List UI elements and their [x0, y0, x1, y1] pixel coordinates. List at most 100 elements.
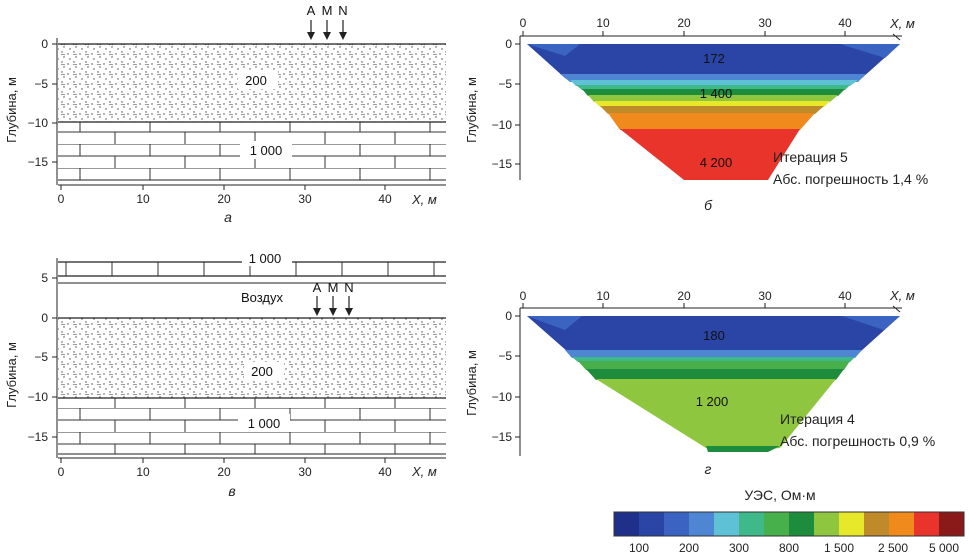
panel-v-x-tick-4: 40 [378, 465, 392, 479]
colorbar-label-6: 5 000 [929, 541, 959, 555]
panel-a-electrode-m: M [322, 3, 333, 18]
colorbar-swatch [864, 512, 890, 536]
panel-b: Глубина, м 0 −5 −10 −15 0 10 20 30 40 X,… [464, 16, 928, 213]
panel-a-x-label: X, м [411, 192, 437, 207]
panel-g-iteration: Итерация 4 [780, 411, 855, 427]
colorbar-label-0: 100 [629, 541, 649, 555]
panel-g-y-tick-2: −10 [492, 390, 513, 404]
panel-b-section [527, 44, 900, 180]
panel-g-y-tick-0: 0 [505, 309, 512, 323]
panel-b-x-tick-2: 20 [677, 16, 691, 30]
panel-b-y-tick-2: −10 [492, 118, 513, 132]
panel-g-x-tick-3: 30 [758, 289, 772, 303]
colorbar-swatch [689, 512, 715, 536]
panel-a-x-tick-1: 10 [136, 192, 150, 206]
panel-g-letter: г [705, 461, 712, 477]
panel-v-layer-label-1: 200 [251, 364, 273, 379]
colorbar-swatch [814, 512, 840, 536]
panel-v-y-tick-3: −10 [28, 390, 49, 404]
panel-v-electrode-m: M [328, 280, 339, 295]
colorbar-swatch [614, 512, 640, 536]
panel-a-electrode-a: A [307, 3, 316, 18]
panel-b-value-1: 1 400 [700, 86, 733, 101]
panel-b-x-tick-1: 10 [596, 16, 610, 30]
colorbar-swatch [939, 512, 965, 536]
panel-v-air-label: Воздух [241, 290, 284, 305]
panel-v-y-label: Глубина, м [4, 342, 19, 408]
panel-v-letter: в [228, 483, 235, 499]
panel-a-layer-label-1: 1 000 [250, 143, 283, 158]
panel-g-value-1: 1 200 [696, 394, 729, 409]
panel-b-y-tick-3: −15 [492, 157, 513, 171]
panel-b-x-label: X, м [889, 16, 915, 31]
panel-v-layer-top-brick [58, 262, 446, 276]
panel-v-x-tick-0: 0 [58, 465, 65, 479]
panel-a: Глубина, м 0 −5 −10 −15 200 1 000 A M N [4, 3, 446, 225]
panel-v: Глубина, м 5 0 −5 −10 −15 1 000 Воздух A… [4, 250, 446, 499]
panel-b-x-tick-4: 40 [838, 16, 852, 30]
panel-a-electrode-n: N [338, 3, 347, 18]
panel-v-x-tick-2: 20 [217, 465, 231, 479]
panel-v-layer-label-2: 1 000 [248, 416, 281, 431]
panel-g-x-tick-4: 40 [838, 289, 852, 303]
panel-a-y-tick-2: −10 [28, 116, 49, 130]
colorbar-label-5: 2 500 [878, 541, 908, 555]
panel-g-x-tick-0: 0 [520, 289, 527, 303]
panel-a-y-tick-3: −15 [28, 155, 49, 169]
panel-v-y-tick-1: 0 [41, 311, 48, 325]
panel-a-layer-label-0: 200 [245, 73, 267, 88]
panel-g-section [527, 316, 900, 452]
panel-g-value-0: 180 [703, 328, 725, 343]
panel-b-x-tick-0: 0 [520, 16, 527, 30]
colorbar-label-1: 200 [679, 541, 699, 555]
colorbar-swatch [714, 512, 740, 536]
colorbar-swatch [789, 512, 815, 536]
colorbar-swatch [639, 512, 665, 536]
colorbar-swatch [739, 512, 765, 536]
panel-b-value-2: 4 200 [700, 155, 733, 170]
panel-a-y-tick-1: −5 [34, 77, 48, 91]
panel-b-letter: б [704, 197, 713, 213]
panel-b-y-tick-0: 0 [505, 37, 512, 51]
panel-a-y-label: Глубина, м [4, 77, 19, 143]
panel-a-x-tick-3: 30 [298, 192, 312, 206]
panel-v-layer-label-0: 1 000 [249, 251, 282, 266]
colorbar: УЭС, Ом·м 100 200 300 800 1 500 2 500 5 … [613, 487, 965, 555]
panel-g: Глубина, м 0 −5 −10 −15 0 10 20 30 40 X,… [464, 288, 935, 477]
panel-v-x-label: X, м [411, 464, 437, 479]
colorbar-label-4: 1 500 [824, 541, 854, 555]
colorbar-swatch [764, 512, 790, 536]
panel-v-electrode-n: N [344, 280, 353, 295]
panel-g-error: Абс. погрешность 0,9 % [780, 433, 935, 449]
panel-a-x-tick-2: 20 [217, 192, 231, 206]
colorbar-label-2: 300 [729, 541, 749, 555]
panel-g-x-tick-1: 10 [596, 289, 610, 303]
panel-b-y-tick-1: −5 [498, 77, 512, 91]
panel-b-value-0: 172 [703, 51, 725, 66]
panel-a-electrodes: A M N [307, 3, 348, 40]
panel-g-x-label: X, м [889, 288, 915, 303]
panel-a-x-tick-4: 40 [378, 192, 392, 206]
panel-a-y-tick-0: 0 [41, 37, 48, 51]
panel-g-x-tick-2: 20 [677, 289, 691, 303]
panel-a-x-tick-0: 0 [58, 192, 65, 206]
colorbar-label-3: 800 [779, 541, 799, 555]
colorbar-swatch [839, 512, 865, 536]
colorbar-title: УЭС, Ом·м [744, 487, 815, 503]
colorbar-swatches [614, 512, 965, 536]
colorbar-swatch [664, 512, 690, 536]
panel-g-y-tick-3: −15 [492, 430, 513, 444]
panel-v-y-tick-2: −5 [34, 350, 48, 364]
panel-a-letter: а [224, 209, 232, 225]
panel-b-y-label: Глубина, м [464, 77, 479, 143]
panel-v-y-tick-4: −15 [28, 430, 49, 444]
panel-v-electrode-a: A [313, 280, 322, 295]
panel-v-layer-sand [58, 318, 446, 398]
panel-b-error: Абс. погрешность 1,4 % [773, 171, 928, 187]
panel-b-x-tick-3: 30 [758, 16, 772, 30]
colorbar-swatch [889, 512, 915, 536]
panel-v-y-tick-0: 5 [41, 271, 48, 285]
panel-v-x-tick-1: 10 [136, 465, 150, 479]
panel-g-y-tick-1: −5 [498, 349, 512, 363]
